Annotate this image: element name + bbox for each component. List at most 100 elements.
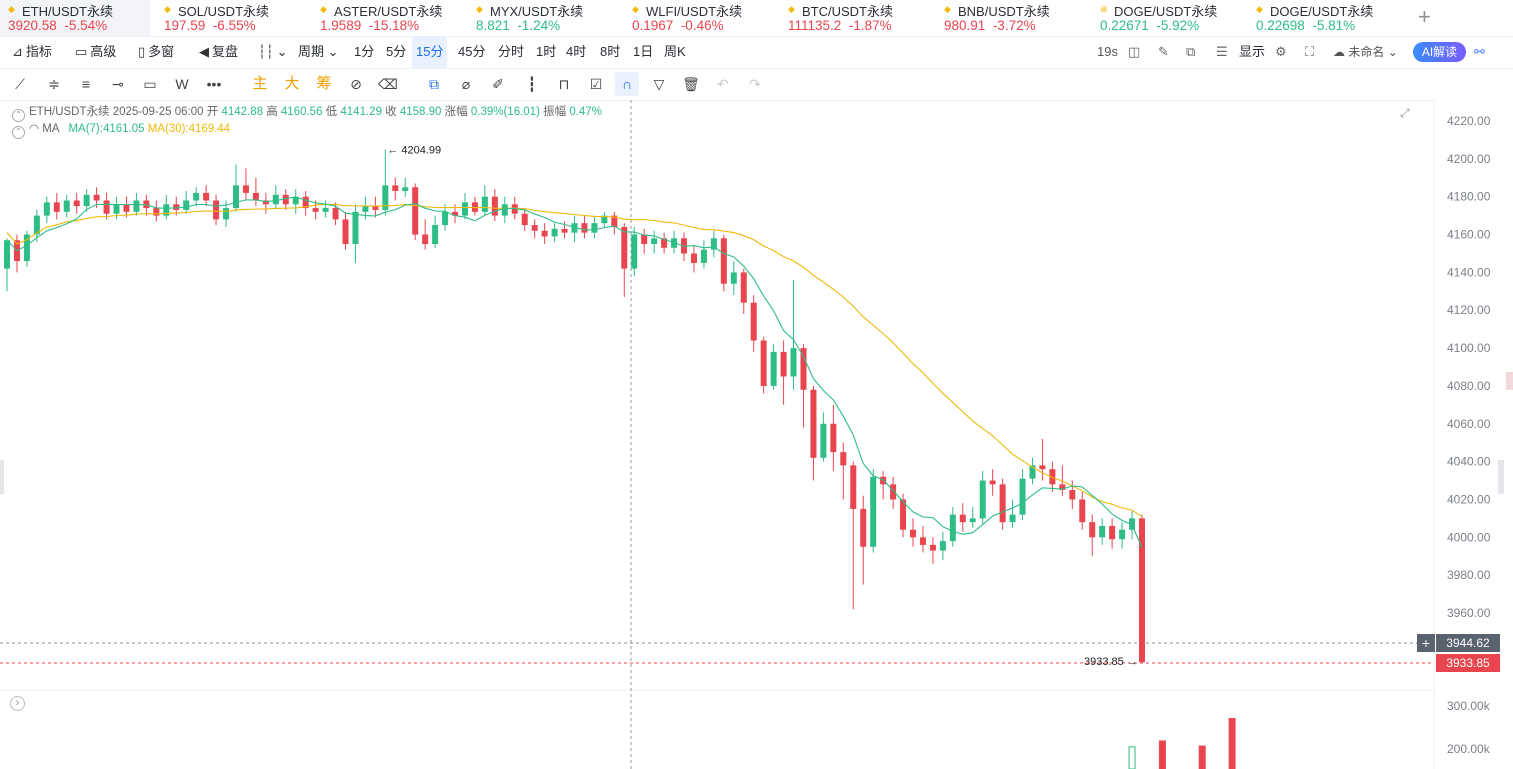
multi-label: 多窗 <box>148 44 175 59</box>
candle-body <box>989 480 996 485</box>
fullscreen-icon[interactable]: ⛶ <box>1305 44 1315 59</box>
advanced-button[interactable]: ▭ 高级 <box>75 36 116 68</box>
candle-body <box>661 238 668 248</box>
layout-name-button[interactable]: ☁ 未命名 ⌄ <box>1333 36 1398 68</box>
big-order-button[interactable]: 大 <box>284 75 300 92</box>
share-icon[interactable]: ⚯ <box>1474 44 1485 59</box>
windows-icon: ▯ <box>138 44 146 59</box>
filter-icon[interactable]: ▽ <box>653 76 665 92</box>
ai-read-button[interactable]: AI解读 <box>1413 42 1466 62</box>
ticker-item[interactable]: ◆ BTC/USDT永续 111135.2 -1.87% <box>780 0 930 36</box>
wave-icon[interactable]: W <box>175 76 189 92</box>
candle-body <box>1029 465 1036 479</box>
candlestick-chart[interactable]: 4220.00 4200.00 4180.00 4160.00 4140.00 4120.… <box>0 100 1513 769</box>
interval-9[interactable]: 周K <box>664 44 686 59</box>
diamond-icon: ◆ <box>1256 4 1263 14</box>
undo-icon[interactable]: ↶ <box>717 76 729 92</box>
ticker-price: 111135.2 -1.87% <box>788 18 892 33</box>
ticker-price-value: 8.821 <box>476 18 510 33</box>
interval-4[interactable]: 分时 <box>498 44 525 59</box>
ticker-item[interactable]: ◆ ETH/USDT永续 3920.58 -5.54% <box>0 0 150 36</box>
candle-body <box>23 234 30 262</box>
interval-2[interactable]: 15分 <box>412 36 448 68</box>
ticker-item[interactable]: ◆ ASTER/USDT永续 1.9589 -15.18% <box>312 0 462 36</box>
toggle-circle-icon[interactable]: ⌃ <box>12 109 25 122</box>
trash-icon[interactable]: 🗑 <box>682 76 700 92</box>
brush-icon[interactable]: ✐ <box>492 76 504 92</box>
diamond-icon: ◆ <box>164 4 171 14</box>
chip-button[interactable]: 筹 <box>316 75 332 92</box>
eraser-icon[interactable]: ⌫ <box>378 76 398 92</box>
candle-body <box>710 238 717 250</box>
ticker-change: -0.46% <box>680 18 724 33</box>
magnet-icon[interactable]: ⊘ <box>350 76 362 92</box>
pen-icon[interactable]: ✎ <box>1158 44 1169 59</box>
low-label: 低 <box>325 106 338 118</box>
candle-body <box>959 514 966 523</box>
interval-5[interactable]: 1时 <box>536 44 557 59</box>
ticker-item[interactable]: ◆ DOGE/USDT永续 0.22698 -5.81% <box>1248 0 1398 36</box>
ticker-price-value: 0.22698 <box>1256 18 1305 33</box>
drawing-toolbar: ⟋ ≑ ≡ ⊸ ▭ W ••• 主 大 筹 ⊘ ⌫ ⧉ ⌀ ✐ ┇ ⊓ ☑ ∩ … <box>0 68 1513 101</box>
interval-6[interactable]: 4时 <box>566 44 587 59</box>
indicator-label: 指标 <box>25 44 52 59</box>
ticker-item[interactable]: ◆ BNB/USDT永续 980.91 -3.72% <box>936 0 1086 36</box>
add-ticker-button[interactable]: + <box>1418 4 1431 29</box>
horizontal-lines-icon[interactable]: ≑ <box>48 76 60 92</box>
trend-line-icon[interactable]: ⟋ <box>15 76 25 92</box>
ticker-item[interactable]: ◆ WLFI/USDT永续 0.1967 -0.46% <box>624 0 774 36</box>
indicator-button[interactable]: ⊿ 指标 <box>12 36 52 68</box>
replay-button[interactable]: ◀ 复盘 <box>199 36 238 68</box>
lock-icon[interactable]: ⊓ <box>558 76 570 92</box>
main-indicator-button[interactable]: 主 <box>252 75 268 92</box>
add-alert-button[interactable]: + <box>1417 634 1435 652</box>
camera-icon[interactable]: ◫ <box>1128 44 1141 59</box>
interval-0[interactable]: 1分 <box>354 44 375 59</box>
diamond-icon: ◆ <box>632 4 639 14</box>
period-button[interactable]: 周期 ⌄ <box>298 36 339 68</box>
ticker-item[interactable]: ◆ SOL/USDT永续 197.59 -6.55% <box>156 0 306 36</box>
close-value: 4158.90 <box>399 106 442 118</box>
popout-icon[interactable]: ⧉ <box>1186 44 1196 59</box>
ma-info: ⌃ ◠ MA MA(7):4161.05 MA(30):4169.44 <box>12 121 230 139</box>
note-icon[interactable]: ☑ <box>589 76 603 92</box>
settings-icon[interactable]: ⚙ <box>1275 44 1287 59</box>
ruler-icon[interactable]: ⌀ <box>461 76 471 92</box>
ray-icon[interactable]: ⊸ <box>112 76 124 92</box>
price-tick: 4040.00 <box>1447 455 1491 469</box>
eye-icon[interactable]: ◠ <box>29 123 43 135</box>
candle-body <box>611 215 618 227</box>
more-icon[interactable]: ••• <box>206 76 222 92</box>
candle-body <box>581 223 588 233</box>
interval-8[interactable]: 1日 <box>633 44 654 59</box>
open-value: 4142.88 <box>221 106 263 118</box>
display-button[interactable]: 显示 <box>1239 44 1266 59</box>
volume-tick: 300.00k <box>1447 699 1491 713</box>
expand-icon[interactable]: ⤢ <box>1400 106 1410 120</box>
volume-toggle-icon[interactable]: › <box>10 696 25 711</box>
candle-body <box>790 348 797 377</box>
ticker-name: BNB/USDT永续 <box>958 4 1050 19</box>
parallel-lines-icon[interactable]: ≡ <box>81 76 91 92</box>
ticker-change: -15.18% <box>368 18 420 33</box>
candle-body <box>422 234 429 244</box>
interval-7[interactable]: 8时 <box>600 44 621 59</box>
ticker-item[interactable]: ⊗ DOGE/USDT永续 0.22671 -5.92% <box>1092 0 1242 36</box>
ticker-price: 197.59 -6.55% <box>164 18 256 33</box>
interval-1[interactable]: 5分 <box>386 44 407 59</box>
chart-type-button[interactable]: ┆┆ ⌄ <box>258 36 288 68</box>
ticker-name: ASTER/USDT永续 <box>334 4 443 19</box>
copy-icon[interactable]: ⧉ <box>429 76 439 92</box>
rectangle-icon[interactable]: ▭ <box>143 76 157 92</box>
redo-icon[interactable]: ↷ <box>749 76 761 92</box>
magnet-snap-icon[interactable]: ∩ <box>615 72 639 96</box>
multi-window-button[interactable]: ▯ 多窗 <box>138 36 174 68</box>
info-time: 2025-09-25 06:00 <box>112 106 204 118</box>
interval-3[interactable]: 45分 <box>458 44 486 59</box>
candle-tool-icon[interactable]: ┇ <box>527 76 537 92</box>
toggle-circle-icon[interactable]: ⌃ <box>12 126 25 139</box>
candle-body <box>312 208 319 212</box>
ticker-item[interactable]: ◆ MYX/USDT永续 8.821 -1.24% <box>468 0 618 36</box>
list-icon[interactable]: ☰ <box>1216 44 1228 59</box>
ticker-change: -5.92% <box>1156 18 1200 33</box>
